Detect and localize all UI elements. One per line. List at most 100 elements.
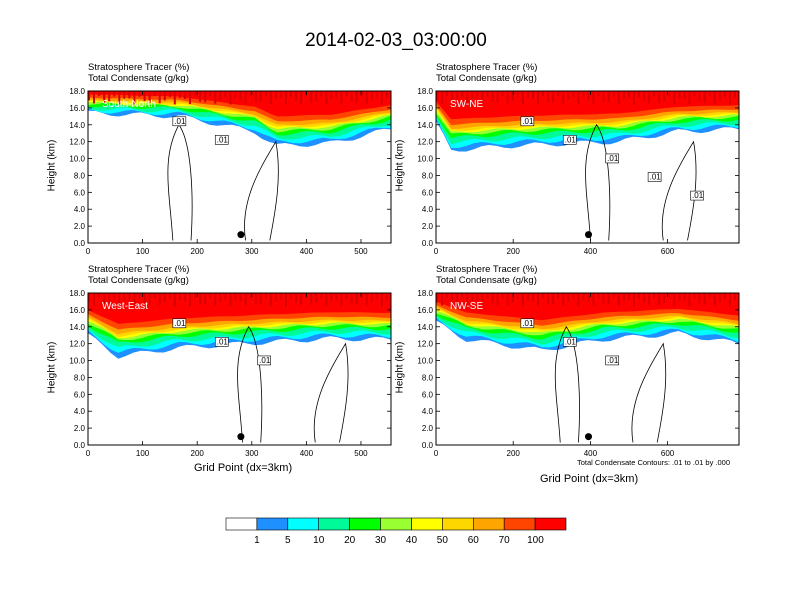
panel-2-streak — [582, 91, 585, 98]
panel-2-ytick-label: 6.0 — [422, 188, 434, 197]
panel-2-streak — [688, 91, 691, 105]
panel-1-streak — [199, 91, 202, 102]
panel-1-streak — [259, 91, 262, 102]
panel-4-streak — [703, 293, 706, 305]
panel-2-streak — [486, 91, 489, 97]
panel-2-streak — [506, 91, 509, 104]
panel-2-contour-label: .01 — [692, 191, 704, 200]
panel-2-ytick-label: 16.0 — [417, 104, 433, 113]
page-title: 2014-02-03_03:00:00 — [305, 30, 487, 51]
panel-2-streak — [633, 91, 635, 105]
panel-2-contour-label: .01 — [522, 117, 534, 126]
colorbar-swatch — [442, 517, 474, 531]
panel-3-streak — [259, 293, 262, 304]
panel-3-streak — [118, 293, 121, 307]
panel-3-streak — [295, 293, 298, 303]
panel-4-streak — [496, 293, 499, 305]
panel-1-field — [88, 91, 391, 243]
panel-4-streak — [658, 293, 661, 305]
colorbar-swatch — [472, 517, 505, 531]
panel-2-streak — [592, 91, 595, 104]
panel-1-streak — [224, 91, 227, 98]
panel-4-level-10 — [436, 293, 739, 321]
panel-4-header-line2: Total Condensate (g/kg) — [436, 275, 537, 286]
panel-2-streak — [537, 91, 539, 105]
panel-1-frame — [87, 90, 392, 244]
panel-1-ytick-label: 2.0 — [74, 222, 86, 231]
panel-3-contour-label: .01 — [259, 356, 271, 365]
panel-2-streak — [587, 91, 590, 100]
panel-2-xtick-label: 400 — [584, 247, 598, 256]
panel-1-xtick-label: 200 — [191, 247, 205, 256]
panel-1-streak — [103, 91, 106, 103]
panel-2-ytick-label: 18.0 — [417, 87, 433, 96]
panel-1-streak — [375, 91, 378, 98]
panel-3-streak — [173, 293, 176, 307]
panel-4-ytick-label: 16.0 — [417, 306, 433, 315]
panel-4-ytick-label: 8.0 — [422, 373, 434, 382]
panel-2-streak — [436, 91, 438, 101]
panel-4-contour — [631, 342, 667, 443]
panel-3-header-line2: Total Condensate (g/kg) — [88, 275, 189, 286]
panel-1-streak — [148, 91, 151, 103]
panel-3-streak — [128, 293, 131, 301]
panel-4-contour-label-box — [605, 355, 619, 366]
panel-2-frame — [435, 90, 740, 244]
panel-2-level-10 — [436, 91, 739, 120]
panel-1-streak — [315, 91, 318, 101]
panel-3: West-East .01 .01 .01 0.0 2.0 4.0 6.0 8.0 10.0 12.… — [69, 289, 392, 458]
panel-1-xtick-label: 400 — [300, 247, 314, 256]
panel-4-streak — [521, 293, 524, 307]
panel-1-ytick-label: 8.0 — [74, 171, 86, 180]
panel-3-streak — [214, 293, 217, 306]
panel-4-streak — [653, 293, 656, 299]
panel-4-ytick-label: 10.0 — [417, 357, 433, 366]
panel-2-streak — [718, 91, 721, 101]
colorbar-swatch — [349, 517, 381, 531]
panel-4-streak — [643, 293, 645, 303]
colorbar-tick-label: 30 — [374, 535, 387, 546]
panel-3-streak — [88, 293, 90, 303]
panel-1-ytick-label: 12.0 — [69, 138, 85, 147]
panel-2-contour-label-box — [605, 153, 619, 164]
panel-3-ytick-label: 14.0 — [69, 323, 85, 332]
colorbar-swatch — [256, 517, 289, 531]
panel-4-streak — [491, 293, 494, 303]
panel-3-streak — [138, 293, 141, 299]
panel-2-streak — [456, 91, 459, 102]
panel-1-streak — [239, 91, 242, 100]
panel-4-streak — [622, 293, 625, 302]
panel-2-streak — [683, 91, 686, 99]
panel-3-streak — [189, 293, 191, 307]
panel-4-streak — [436, 293, 438, 303]
panel-2-ytick-label: 14.0 — [417, 121, 433, 130]
panel-4-streak — [451, 293, 454, 305]
panel-2-xtick-label: 200 — [507, 247, 521, 256]
panel-3-streak — [244, 293, 247, 306]
panel-4-streak — [638, 293, 640, 299]
panel-2-contour — [661, 140, 697, 241]
panel-4-streak — [476, 293, 479, 301]
panel-1-streak — [93, 91, 95, 104]
panel-3-streak — [153, 293, 156, 299]
panel-1-ytick-label: 10.0 — [69, 155, 85, 164]
panel-2-ytick-label: 4.0 — [422, 205, 434, 214]
colorbar-tick-label: 10 — [313, 535, 325, 546]
panel-1-header: Stratosphere Tracer (%) Total Condensate… — [88, 62, 189, 84]
panel-2-streak — [441, 91, 444, 104]
colorbar-tick-label: 20 — [344, 535, 356, 546]
panel-2-ytick-label: 12.0 — [417, 138, 433, 147]
panel-2-streak — [612, 91, 615, 97]
panel-1-streak — [279, 91, 282, 98]
panel-1-xtick-label: 300 — [245, 247, 259, 256]
panel-2-streak — [557, 91, 560, 97]
panel-2-streak — [521, 91, 524, 105]
panel-3-title: West-East — [102, 301, 148, 312]
panel-2-ytick-label: 0.0 — [422, 239, 434, 248]
panel-4-header: Stratosphere Tracer (%) Total Condensate… — [436, 264, 537, 286]
panel-4-streak — [526, 293, 529, 300]
panel-3-ytick-label: 10.0 — [69, 357, 85, 366]
panel-2-streak — [653, 91, 656, 97]
panel-3-xtick-label: 500 — [354, 449, 368, 458]
